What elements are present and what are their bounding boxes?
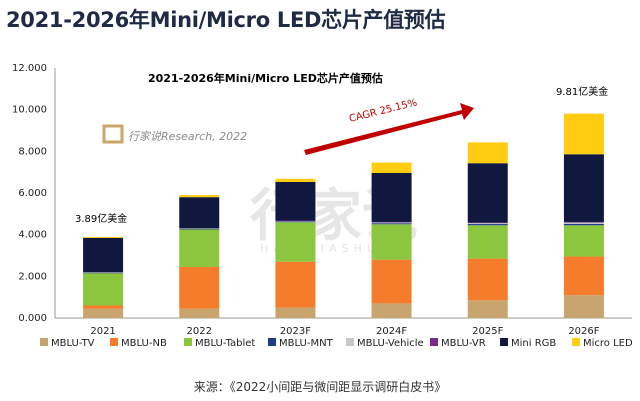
bar-segment-mblu-vr-2025f [467,222,508,224]
watermark-logo-text: 行家说Research, 2022 [128,130,247,143]
bar-segment-mblu-vehicle-2024f [371,222,412,224]
legend-label: MBLU-Vehicle [357,338,424,349]
total-label-2021: 3.89亿美金 [75,212,127,225]
page-title: 2021-2026年Mini/Micro LED芯片产值预估 [6,8,446,32]
bar-segment-mini-rgb-2025f [467,163,508,223]
bar-segment-mblu-tablet-2022 [179,229,220,267]
bar-segment-micro-led-2024f [371,162,412,173]
watermark: 行家说 HANGJIASHUO 行家说Research, 2022 [102,124,418,255]
bar-segment-mini-rgb-2022 [179,197,220,229]
bar-segment-mblu-tablet-2026f [563,225,604,257]
bar-segment-mblu-nb-2022 [179,266,220,309]
legend-label: MBLU-VR [441,338,486,349]
bar-segment-mblu-tv-2022 [179,308,220,318]
legend-label: Mini RGB [511,338,556,349]
bar-segment-mini-rgb-2021 [83,238,124,273]
bar-segment-micro-led-2025f [467,142,508,164]
bar-segment-mblu-nb-2024f [371,259,412,304]
y-axis-ticks: 0.000 2.000 4.000 6.000 8.000 10.000 12.000 [12,63,47,324]
bar-segment-mblu-mnt-2022 [179,228,220,230]
watermark-logo-icon [102,124,124,144]
legend-swatch [40,338,48,346]
bar-segment-mblu-vr-2024f [371,221,412,223]
legend-label: MBLU-TV [51,338,95,349]
bar-segment-mblu-mnt-2025f [467,224,508,226]
bar-segment-mblu-mnt-2024f [371,223,412,225]
legend-label: MBLU-MNT [279,338,334,349]
source-note: 来源：《2022小间距与微间距显示调研白皮书》 [193,380,447,394]
bar-segment-mblu-tv-2024f [371,303,412,318]
bar-segment-mblu-vr-2023f [275,220,316,221]
x-tick-label: 2021 [90,326,115,337]
bar-segment-micro-led-2021 [83,236,124,238]
bar-segment-mblu-vehicle-2021 [83,272,124,273]
legend-swatch [500,338,508,346]
bar-segment-mblu-nb-2025f [467,258,508,301]
bar-segment-mblu-mnt-2023f [275,221,316,223]
y-tick-label: 0.000 [18,313,47,324]
legend-label: MBLU-Tablet [195,338,255,349]
legend-swatch [184,338,192,346]
bar-segment-mini-rgb-2026f [563,154,604,222]
bar-segment-mblu-tv-2025f [467,300,508,318]
bar-segment-mblu-tablet-2025f [467,225,508,259]
cagr-label: CAGR 25.15% [348,97,418,125]
bar-segment-mblu-mnt-2021 [83,272,124,274]
bar-segment-mblu-tv-2026f [563,295,604,318]
bar-segment-mblu-vehicle-2025f [467,223,508,225]
chart-inner-title: 2021-2026年Mini/Micro LED芯片产值预估 [148,71,383,85]
legend-swatch [110,338,118,346]
y-tick-label: 12.000 [12,63,47,74]
bar-segment-mini-rgb-2024f [371,173,412,222]
y-tick-label: 2.000 [18,271,47,282]
stacked-bar-chart: 行家说 HANGJIASHUO 行家说Research, 2022 0.000 2… [12,63,633,349]
x-tick-label: 2022 [187,326,212,337]
bar-segment-mblu-nb-2021 [83,305,124,309]
x-tick-label: 2023F [280,326,311,337]
y-tick-label: 4.000 [18,230,47,241]
legend-label: MBLU-NB [121,338,167,349]
bar-segment-mblu-vehicle-2022 [179,228,220,229]
legend-swatch [572,338,580,346]
x-tick-label: 2025F [472,326,503,337]
y-tick-label: 8.000 [18,146,47,157]
x-tick-label: 2024F [376,326,407,337]
bar-segment-mblu-vr-2026f [563,221,604,223]
bar-segment-mini-rgb-2023f [275,181,316,221]
bar-segment-mblu-tv-2021 [83,308,124,318]
bar-segment-micro-led-2023f [275,178,316,182]
bar-segment-mblu-tablet-2024f [371,224,412,260]
legend-swatch [268,338,276,346]
bars [83,113,604,318]
cagr-arrow-icon [304,103,474,155]
bar-segment-mblu-tablet-2021 [83,273,124,306]
legend: MBLU-TV MBLU-NB MBLU-Tablet MBLU-MNT MBLU-Ve… [40,338,633,349]
y-tick-label: 6.000 [18,188,47,199]
bar-segment-mblu-mnt-2026f [563,223,604,226]
legend-swatch [346,338,354,346]
bar-segment-mblu-nb-2026f [563,256,604,296]
bar-segment-mblu-tv-2023f [275,307,316,318]
x-axis-labels: 2021 2022 2023F 2024F 2025F 2026F [90,326,599,337]
bar-segment-micro-led-2026f [563,113,604,155]
x-tick-label: 2026F [568,326,599,337]
total-label-2026: 9.81亿美金 [556,85,608,98]
legend-swatch [430,338,438,346]
legend-label: Micro LED [583,338,633,349]
bar-segment-mblu-tablet-2023f [275,222,316,262]
bar-segment-mblu-vehicle-2026f [563,222,604,224]
bar-segment-mblu-vehicle-2023f [275,220,316,222]
bar-segment-micro-led-2022 [179,195,220,198]
bar-segment-mblu-nb-2023f [275,261,316,308]
cagr-arrow: CAGR 25.15% [304,97,474,155]
y-tick-label: 10.000 [12,105,47,116]
